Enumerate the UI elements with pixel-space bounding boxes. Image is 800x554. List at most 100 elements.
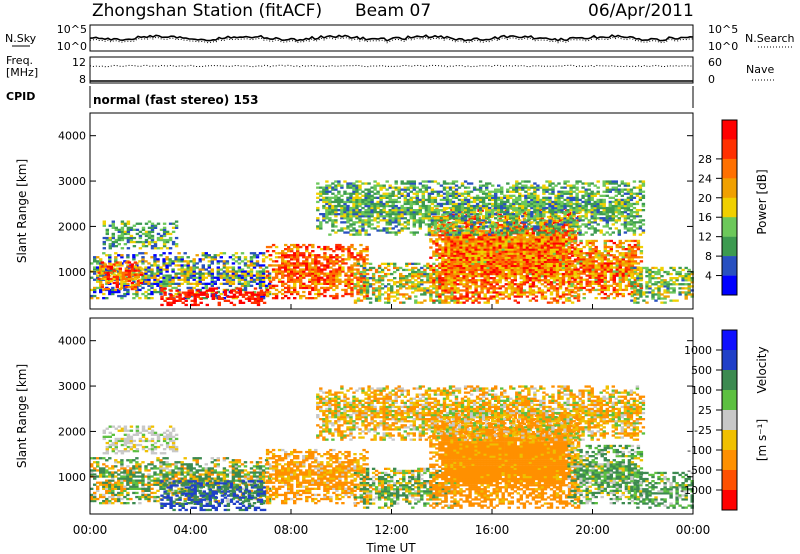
heatmap-cell — [496, 287, 499, 289]
heatmap-cell — [347, 268, 350, 270]
heatmap-cell — [571, 236, 574, 238]
heatmap-cell — [395, 205, 398, 207]
heatmap-cell — [191, 292, 194, 294]
heatmap-cell — [493, 289, 496, 291]
heatmap-cell — [386, 219, 389, 221]
heatmap-cell — [429, 300, 432, 302]
heatmap-cell — [317, 293, 320, 295]
heatmap-cell — [141, 256, 144, 258]
heatmap-cell — [450, 275, 453, 277]
date-label: 06/Apr/2011 — [588, 1, 694, 21]
heatmap-cell — [444, 300, 447, 302]
heatmap-cell — [389, 217, 392, 219]
heatmap-cell — [465, 283, 468, 285]
heatmap-cell — [269, 264, 272, 266]
heatmap-cell — [265, 256, 268, 258]
heatmap-cell — [226, 277, 229, 279]
heatmap-cell — [281, 289, 284, 291]
heatmap-cell — [601, 252, 604, 254]
heatmap-cell — [332, 279, 335, 281]
heatmap-cell — [480, 279, 483, 281]
heatmap-cell — [462, 263, 465, 265]
heatmap-cell — [163, 243, 166, 245]
heatmap-cell — [453, 302, 456, 304]
heatmap-cell — [576, 252, 579, 254]
heatmap-cell — [529, 259, 532, 261]
heatmap-cell — [651, 289, 654, 291]
heatmap-cell — [547, 281, 550, 283]
heatmap-cell — [106, 233, 109, 235]
heatmap-cell — [589, 264, 592, 266]
heatmap-cell — [238, 266, 241, 268]
heatmap-cell — [639, 291, 642, 293]
heatmap-cell — [151, 237, 154, 239]
heatmap-cell — [275, 246, 278, 248]
heatmap-cell — [579, 242, 582, 244]
heatmap-cell — [634, 254, 637, 256]
heatmap-cell — [526, 267, 529, 269]
heatmap-cell — [302, 277, 305, 279]
heatmap-cell — [553, 242, 556, 244]
heatmap-cell — [357, 300, 360, 302]
heatmap-cell — [413, 213, 416, 215]
heatmap-cell — [208, 270, 211, 272]
heatmap-cell — [205, 283, 208, 285]
heatmap-cell — [520, 293, 523, 295]
heatmap-cell — [116, 263, 119, 265]
heatmap-cell — [346, 209, 349, 211]
heatmap-cell — [499, 291, 502, 293]
heatmap-cell — [338, 283, 341, 285]
heatmap-cell — [484, 295, 487, 297]
heatmap-cell — [595, 246, 598, 248]
heatmap-cell — [520, 240, 523, 242]
heatmap-cell — [157, 247, 160, 249]
heatmap-cell — [383, 185, 386, 187]
heatmap-cell — [331, 211, 334, 213]
heatmap-cell — [595, 240, 598, 242]
heatmap-cell — [373, 187, 376, 189]
heatmap-cell — [165, 283, 168, 285]
heatmap-cell — [229, 279, 232, 281]
heatmap-cell — [499, 285, 502, 287]
heatmap-cell — [598, 283, 601, 285]
heatmap-cell — [126, 256, 129, 258]
heatmap-cell — [366, 269, 369, 271]
heatmap-cell — [517, 257, 520, 259]
heatmap-cell — [343, 191, 346, 193]
heatmap-cell — [251, 292, 254, 294]
heatmap-cell — [121, 231, 124, 233]
heatmap-cell — [416, 211, 419, 213]
heatmap-cell — [669, 287, 672, 289]
heatmap-cell — [408, 297, 411, 299]
heatmap-cell — [349, 234, 352, 236]
heatmap-cell — [117, 254, 120, 256]
heatmap-cell — [203, 292, 206, 294]
heatmap-cell — [523, 283, 526, 285]
heatmap-cell — [263, 292, 266, 294]
heatmap-cell — [550, 285, 553, 287]
heatmap-cell — [589, 266, 592, 268]
heatmap-cell — [493, 253, 496, 255]
heatmap-cell — [487, 273, 490, 275]
heatmap-cell — [191, 304, 194, 306]
heatmap-cell — [244, 256, 247, 258]
heatmap-cell — [163, 223, 166, 225]
heatmap-cell — [526, 295, 529, 297]
heatmap-cell — [535, 291, 538, 293]
heatmap-cell — [332, 270, 335, 272]
heatmap-cell — [335, 273, 338, 275]
heatmap-cell — [138, 260, 141, 262]
heatmap-cell — [159, 281, 162, 283]
heatmap-cell — [636, 279, 639, 281]
heatmap-cell — [487, 236, 490, 238]
heatmap-cell — [520, 267, 523, 269]
heatmap-cell — [544, 259, 547, 261]
heatmap-cell — [178, 294, 181, 296]
heatmap-cell — [401, 223, 404, 225]
heatmap-cell — [502, 251, 505, 253]
heatmap-cell — [660, 302, 663, 304]
heatmap-cell — [547, 302, 550, 304]
heatmap-cell — [223, 266, 226, 268]
heatmap-cell — [565, 273, 568, 275]
heatmap-cell — [547, 261, 550, 263]
